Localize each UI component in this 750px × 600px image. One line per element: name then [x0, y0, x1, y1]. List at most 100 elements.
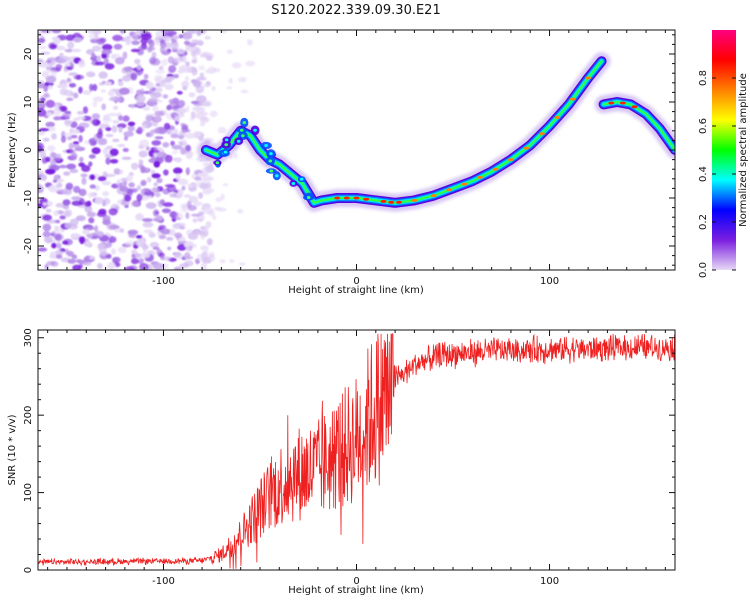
noise-blob: [45, 121, 55, 128]
noise-blob: [78, 135, 83, 143]
noise-blob: [181, 185, 186, 191]
noise-blob: [194, 176, 202, 181]
noise-blob: [119, 185, 129, 192]
noise-blob: [75, 215, 86, 222]
noise-blob: [130, 200, 140, 207]
noise-blob: [139, 139, 150, 147]
noise-blob: [184, 260, 194, 267]
ridge-hotspot: [388, 200, 395, 204]
noise-blob: [185, 61, 190, 67]
noise-blob: [143, 191, 155, 196]
noise-blob: [200, 245, 209, 251]
y-tick-label: 100: [23, 483, 34, 502]
noise-blob: [58, 164, 68, 169]
ridge-hotspot: [492, 167, 499, 171]
noise-blob: [108, 112, 119, 117]
noise-blob: [97, 176, 107, 182]
noise-blob: [222, 183, 229, 187]
noise-blob: [198, 65, 205, 71]
noise-blob: [85, 71, 96, 78]
spectrogram-y-ticks: -20 -10 0 10 20: [23, 34, 675, 266]
noise-blob: [85, 255, 90, 260]
noise-blob: [174, 232, 183, 239]
noise-blob: [152, 246, 160, 250]
noise-blob: [71, 48, 82, 53]
noise-blob: [124, 240, 136, 247]
noise-blob: [187, 183, 194, 188]
noise-blob: [140, 179, 147, 186]
noise-blob: [97, 243, 106, 250]
noise-blob: [185, 167, 190, 176]
y-tick-label: -20: [23, 238, 34, 254]
noise-blob: [102, 191, 110, 197]
noise-blob: [45, 200, 53, 207]
noise-blob: [205, 221, 212, 228]
noise-blob: [64, 222, 72, 229]
noise-blob: [86, 30, 98, 34]
noise-blob: [192, 106, 200, 111]
noise-blob: [112, 120, 119, 124]
noise-blob: [200, 262, 207, 270]
noise-blob: [92, 96, 104, 102]
noise-blob: [88, 33, 98, 40]
noise-blob: [130, 104, 135, 109]
noise-blob: [66, 97, 74, 102]
noise-blob: [78, 236, 86, 243]
noise-blob: [112, 105, 119, 110]
ridge-blob-core: [242, 121, 247, 125]
noise-blob: [183, 66, 193, 73]
noise-blob: [199, 182, 209, 190]
noise-blob: [204, 35, 211, 40]
noise-blob: [102, 219, 111, 226]
noise-blob: [211, 214, 217, 220]
ridge-hotspot: [430, 194, 437, 198]
noise-blob: [142, 218, 153, 222]
noise-blob: [122, 147, 129, 153]
noise-blob: [198, 136, 204, 142]
noise-blob: [86, 233, 94, 238]
noise-blob: [152, 209, 160, 217]
noise-blob: [187, 232, 199, 240]
noise-blob: [130, 73, 138, 81]
noise-blob: [174, 252, 180, 258]
noise-blob: [160, 255, 166, 261]
noise-blob: [63, 211, 71, 217]
noise-blob: [123, 131, 134, 137]
noise-blob: [183, 40, 191, 46]
noise-blob: [122, 51, 128, 60]
noise-blob: [162, 142, 170, 148]
noise-blob: [60, 83, 68, 89]
noise-blob: [171, 144, 183, 150]
noise-blob: [167, 246, 172, 251]
noise-blob: [177, 178, 189, 186]
noise-blob: [131, 249, 138, 255]
noise-blob: [69, 218, 79, 227]
noise-blob: [69, 128, 74, 134]
noise-blob: [134, 58, 141, 65]
noise-blob: [97, 263, 103, 269]
noise-blob: [81, 177, 87, 185]
noise-blob: [212, 67, 221, 73]
noise-blob: [53, 37, 61, 45]
noise-blob: [148, 232, 156, 238]
noise-blob: [117, 143, 126, 148]
noise-blob: [204, 69, 213, 74]
noise-blob: [66, 163, 77, 170]
noise-blob: [214, 206, 222, 211]
noise-blob: [149, 241, 160, 248]
noise-blob: [199, 231, 207, 236]
noise-blob: [105, 173, 116, 178]
noise-blob: [186, 200, 192, 208]
noise-blob: [102, 147, 109, 155]
noise-blob: [73, 185, 81, 194]
noise-blob: [233, 153, 238, 159]
noise-blob: [81, 165, 91, 172]
noise-blob: [100, 89, 107, 93]
noise-blob: [45, 75, 57, 84]
noise-blob: [118, 126, 123, 133]
noise-blob: [211, 86, 216, 91]
noise-blob: [42, 202, 47, 206]
noise-blob: [193, 201, 203, 207]
noise-blob: [151, 116, 162, 123]
noise-blob: [105, 145, 114, 150]
